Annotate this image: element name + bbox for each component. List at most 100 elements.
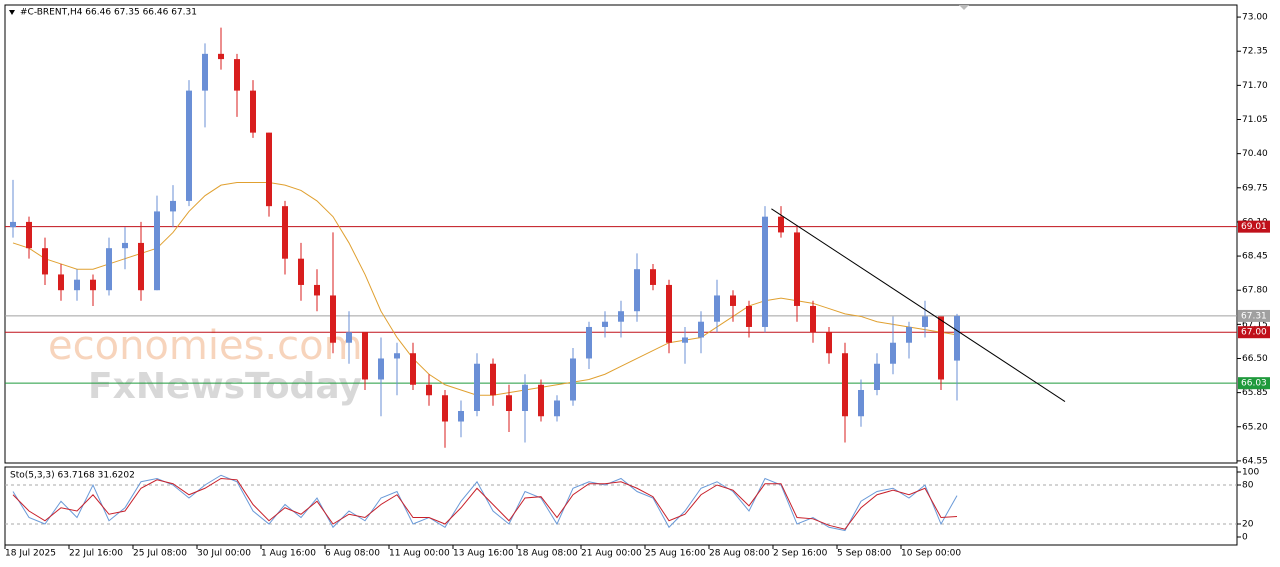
candle-body [810, 305, 816, 333]
candle-body [266, 132, 272, 207]
main-panel [4, 4, 1238, 464]
candle-body [298, 258, 304, 285]
candle-body [842, 353, 848, 417]
watermark: FxNewsToday [88, 366, 362, 407]
y-tick-label: 67.15 [1242, 320, 1268, 330]
x-tick-label: 30 Jul 00:00 [197, 549, 251, 559]
x-tick-label: 10 Sep 00:00 [901, 549, 961, 559]
candle-body [570, 358, 576, 401]
price-label: 66.03 [1241, 379, 1267, 389]
candle-body [954, 315, 960, 361]
candle-body [826, 332, 832, 354]
price-label: 67.31 [1241, 311, 1267, 321]
candle-body [506, 395, 512, 412]
candle-body [138, 242, 144, 291]
candle-body [698, 321, 704, 338]
y-tick-label: 73.00 [1242, 13, 1268, 23]
candle-body [426, 384, 432, 396]
candle-body [106, 248, 112, 291]
x-tick-label: 22 Jul 16:00 [69, 549, 123, 559]
candle-body [922, 316, 928, 327]
candle-body [314, 284, 320, 296]
candle-body [858, 389, 864, 417]
x-tick-label: 6 Aug 08:00 [325, 549, 380, 559]
candle-body [202, 53, 208, 91]
price-label: 67.00 [1241, 328, 1267, 338]
candle-body [282, 206, 288, 259]
candle-body [890, 342, 896, 364]
x-tick-label: 11 Aug 00:00 [389, 549, 450, 559]
candle-body [586, 326, 592, 359]
candle-body [874, 363, 880, 390]
candle-body [458, 411, 464, 422]
x-tick-label: 1 Aug 16:00 [261, 549, 316, 559]
x-tick-label: 5 Sep 08:00 [837, 549, 892, 559]
watermark: economies.com [48, 323, 363, 369]
y-tick-label: 65.85 [1242, 388, 1268, 398]
y-tick-label: 70.40 [1242, 149, 1268, 159]
candle-body [362, 332, 368, 380]
price-label-box [1238, 377, 1270, 390]
candle-body [650, 269, 656, 285]
price-label: 69.01 [1241, 222, 1267, 232]
menu-arrow[interactable] [9, 10, 15, 15]
candle-body [90, 279, 96, 291]
candle-body [474, 363, 480, 412]
y-tick-label: 67.80 [1242, 286, 1268, 296]
price-label-box [1238, 326, 1270, 339]
candle-body [186, 90, 192, 201]
candle-body [346, 332, 352, 343]
candle-body [378, 358, 384, 380]
candle-body [778, 216, 784, 233]
candle-body [794, 232, 800, 306]
indicator-title: Sto(5,3,3) 63.7168 31.6202 [10, 471, 135, 481]
candle-body [906, 326, 912, 343]
candle-body [746, 305, 752, 327]
y-tick-label: 69.75 [1242, 183, 1268, 193]
shift-marker [959, 5, 969, 10]
stochastic-line [12, 474, 958, 532]
price-label-box [1238, 220, 1270, 233]
candle-body [554, 400, 560, 417]
chart-title: #C-BRENT,H4 66.46 67.35 66.46 67.31 [20, 8, 197, 18]
y-tick-label: 71.70 [1242, 81, 1268, 91]
stochastic-line [12, 477, 958, 530]
trendline [771, 208, 1066, 402]
x-tick-label: 18 Aug 08:00 [517, 549, 578, 559]
x-tick-label: 2 Sep 16:00 [773, 549, 828, 559]
candle-body [42, 248, 48, 275]
candle-body [666, 284, 672, 343]
candle-body [122, 242, 128, 249]
x-tick-label: 18 Jul 2025 [5, 549, 56, 559]
candle-body [442, 395, 448, 422]
y-tick-label: 65.20 [1242, 422, 1268, 432]
x-tick-label: 13 Aug 16:00 [453, 549, 514, 559]
y-tick-label: 20 [1242, 520, 1254, 530]
y-tick-label: 66.50 [1242, 354, 1268, 364]
candle-body [74, 279, 80, 291]
candle-body [618, 311, 624, 322]
candle-body [634, 269, 640, 312]
candle-body [394, 353, 400, 359]
y-tick-label: 100 [1242, 468, 1259, 478]
y-tick-label: 80 [1242, 481, 1254, 491]
candle-body [234, 59, 240, 91]
x-tick-label: 21 Aug 00:00 [581, 549, 642, 559]
candle-body [10, 221, 16, 228]
candle-body [218, 53, 224, 60]
x-tick-label: 25 Jul 08:00 [133, 549, 187, 559]
candle-body [410, 353, 416, 385]
candle-body [522, 384, 528, 412]
x-tick-label: 28 Aug 08:00 [709, 549, 770, 559]
candle-body [490, 363, 496, 396]
y-tick-label: 71.05 [1242, 115, 1268, 125]
y-tick-label: 72.35 [1242, 47, 1268, 57]
candle-body [250, 90, 256, 133]
candle-body [730, 295, 736, 306]
candle-body [330, 295, 336, 343]
candle-body [58, 274, 64, 291]
candle-body [154, 211, 160, 291]
x-tick-label: 25 Aug 16:00 [645, 549, 706, 559]
candle-body [26, 221, 32, 249]
